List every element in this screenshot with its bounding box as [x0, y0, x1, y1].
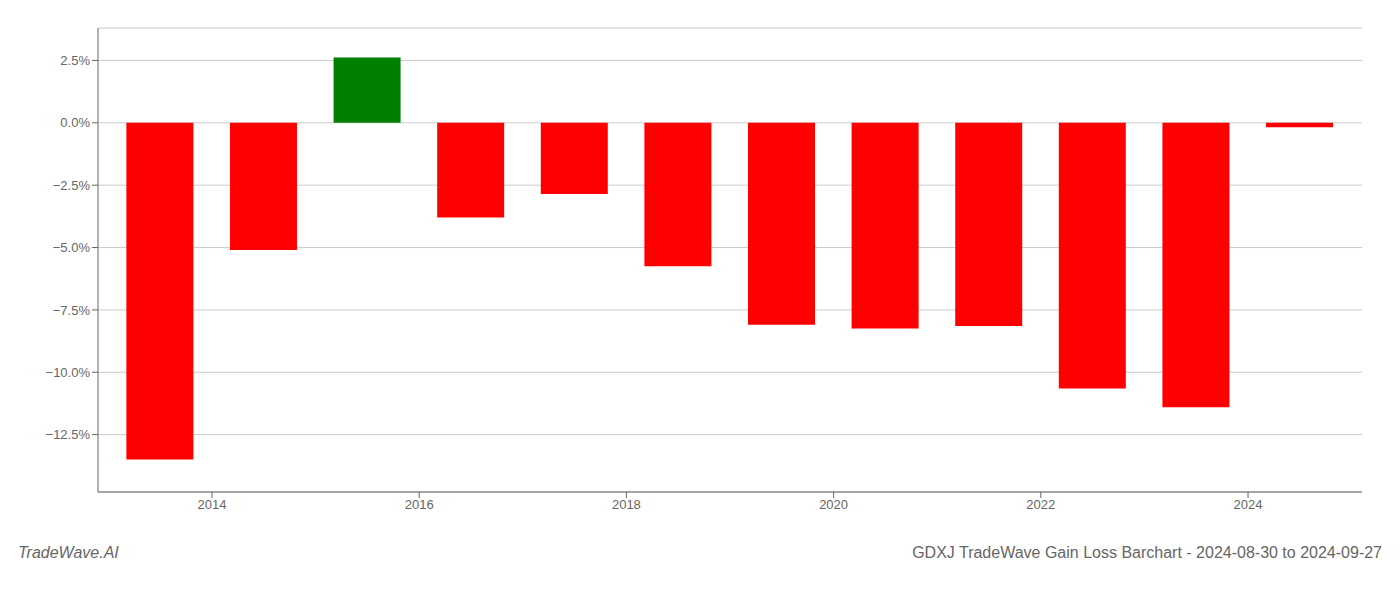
- svg-text:2020: 2020: [819, 497, 848, 512]
- html-text:TradeWave.AI: TradeWave.AI: [18, 544, 119, 561]
- svg-text:−2.5%: −2.5%: [53, 178, 91, 193]
- svg-text:2018: 2018: [612, 497, 641, 512]
- svg-text:2014: 2014: [198, 497, 227, 512]
- svg-text:2.5%: 2.5%: [60, 53, 90, 68]
- html-text:GDXJ TradeWave Gain Loss Barch: GDXJ TradeWave Gain Loss Barchart - 2024…: [912, 544, 1382, 561]
- svg-text:−5.0%: −5.0%: [53, 240, 91, 255]
- svg-text:−12.5%: −12.5%: [46, 427, 91, 442]
- svg-text:−10.0%: −10.0%: [46, 365, 91, 380]
- svg-text:0.0%: 0.0%: [60, 115, 90, 130]
- svg-text:2016: 2016: [405, 497, 434, 512]
- svg-text:−7.5%: −7.5%: [53, 303, 91, 318]
- svg-text:2022: 2022: [1026, 497, 1055, 512]
- svg-text:2024: 2024: [1234, 497, 1263, 512]
